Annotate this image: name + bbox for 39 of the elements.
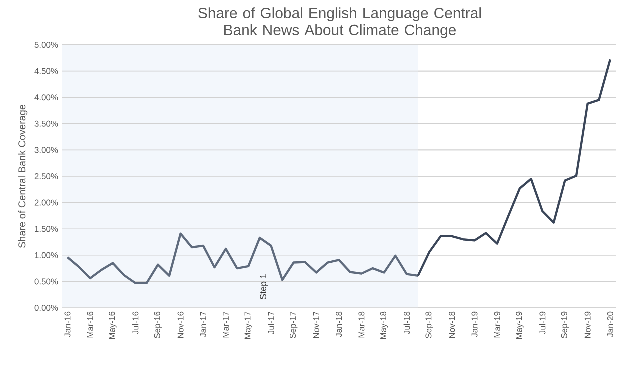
x-tick-label: Mar-18 <box>358 312 365 338</box>
x-tick-label: Sep-19 <box>561 312 570 338</box>
x-tick-label: Nov-17 <box>314 312 320 338</box>
x-tick-label: May-19 <box>516 312 524 340</box>
y-tick-label: 0.00% <box>34 305 58 311</box>
y-tick-label: 4.50% <box>34 68 58 74</box>
y-axis-title: Share of Central Bank Coverage <box>18 104 28 248</box>
x-tick-label: May-16 <box>109 312 117 340</box>
x-tick-label: Sep-18 <box>426 312 434 338</box>
x-tick-label: Mar-16 <box>87 312 94 338</box>
x-tick-label: May-18 <box>380 312 388 340</box>
x-tick-label: Jul-19 <box>539 312 546 334</box>
x-tick-label: Mar-19 <box>494 312 500 338</box>
x-tick-label: Sep-17 <box>290 312 298 338</box>
x-tick-label: Sep-16 <box>154 312 162 338</box>
x-tick-label: Jul-18 <box>404 312 410 334</box>
y-tick-label: 1.50% <box>35 226 58 232</box>
y-tick-label: 5.00% <box>34 42 58 48</box>
x-tick-label: Jan-19 <box>472 312 478 338</box>
y-tick-label: 4.00% <box>34 94 58 101</box>
x-tick-label: Mar-17 <box>223 312 229 338</box>
y-tick-label: 2.50% <box>34 174 58 180</box>
x-tick-label: Jul-17 <box>268 312 274 334</box>
annotation: Step 1 <box>260 274 268 300</box>
x-tick-label: Jan-17 <box>200 312 206 338</box>
y-tick-label: 3.00% <box>34 147 58 154</box>
x-tick-label: Jul-16 <box>132 312 139 334</box>
x-tick-label: Nov-16 <box>178 312 184 338</box>
x-tick-label: Jan-18 <box>336 312 342 338</box>
y-tick-label: 2.00% <box>34 200 58 206</box>
chart-title: Share of Global English Language Central Bank News About Climate Change <box>198 8 481 38</box>
y-tick-label: 0.50% <box>34 278 58 285</box>
x-tick-label: Jan-20 <box>607 312 614 338</box>
x-tick-label: Jan-16 <box>64 312 71 338</box>
x-tick-label: Nov-18 <box>449 312 456 338</box>
y-tick-label: 3.50% <box>34 120 58 127</box>
x-tick-label: Nov-19 <box>584 312 591 338</box>
x-tick-label: May-17 <box>244 312 252 340</box>
y-tick-label: 1.00% <box>35 252 58 258</box>
